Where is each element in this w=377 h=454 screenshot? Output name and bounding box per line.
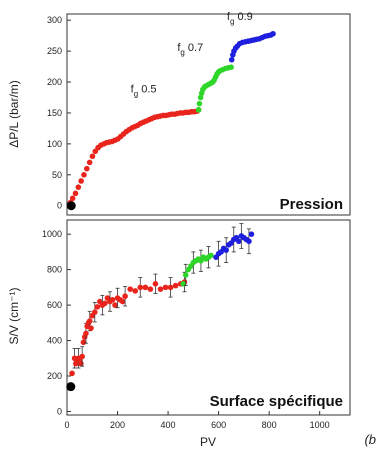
data-point	[196, 100, 203, 107]
data-point	[88, 325, 94, 331]
data-point	[83, 330, 89, 337]
data-point	[112, 302, 118, 308]
data-point	[142, 284, 149, 291]
data-point	[102, 300, 108, 307]
data-point	[66, 201, 76, 211]
surface-y-label: S/V (cm⁻¹)	[7, 288, 21, 345]
y-tick-label: 200	[47, 77, 62, 87]
data-point	[94, 304, 101, 310]
surface-y-ticks: 0 200 400 600 800 1000	[42, 229, 71, 416]
pressure-y-ticks: 0 50 100 150 200 250 300	[47, 15, 71, 211]
data-point	[78, 360, 84, 367]
data-point	[197, 94, 204, 101]
y-tick-label: 0	[57, 406, 62, 416]
annotation-label: fg 0.7	[177, 42, 203, 57]
surface-title: Surface spécifique	[210, 393, 343, 410]
data-point	[109, 296, 116, 303]
y-tick-label: 250	[47, 46, 62, 56]
y-tick-label: 1000	[42, 229, 62, 239]
data-point	[137, 284, 144, 291]
x-tick-label: 200	[110, 420, 125, 430]
data-point	[84, 165, 90, 172]
data-point	[248, 231, 255, 237]
data-point	[157, 286, 164, 292]
y-tick-label: 400	[47, 336, 62, 346]
data-point	[228, 64, 234, 70]
y-tick-label: 300	[47, 15, 62, 25]
y-tick-label: 50	[52, 170, 62, 180]
y-tick-label: 150	[47, 108, 62, 118]
data-point	[80, 339, 87, 346]
x-tick-label: 800	[262, 420, 277, 430]
y-tick-label: 200	[47, 371, 62, 381]
data-point	[72, 190, 79, 197]
data-point	[79, 353, 85, 360]
data-point	[228, 56, 235, 63]
pressure-annotations: fg 0.5 fg 0.7 fg 0.9	[131, 11, 253, 98]
data-point	[152, 281, 159, 287]
y-tick-label: 100	[47, 139, 62, 149]
surface-x-ticks: 0 200 400 600 800 1000	[64, 411, 330, 430]
data-point	[236, 238, 242, 245]
data-point	[86, 159, 93, 166]
data-point	[89, 153, 96, 160]
pressure-y-label: ΔP/L (bar/m)	[7, 80, 21, 148]
data-point	[127, 286, 133, 292]
data-point	[270, 30, 276, 37]
data-point	[208, 252, 214, 259]
data-point	[75, 184, 82, 190]
y-tick-label: 800	[47, 265, 62, 275]
surface-x-label: PV	[200, 435, 216, 449]
annotation-label: fg 0.9	[227, 11, 253, 26]
data-point	[119, 298, 126, 305]
data-point	[132, 288, 139, 294]
data-point	[167, 284, 174, 291]
data-point	[246, 238, 252, 245]
data-point	[223, 247, 229, 253]
data-point	[69, 370, 75, 377]
y-tick-label: 600	[47, 300, 62, 310]
data-point	[147, 286, 154, 292]
data-point	[122, 293, 128, 300]
annotation-label: fg 0.5	[131, 84, 157, 99]
surface-plot-frame	[66, 219, 351, 416]
data-point	[69, 195, 76, 202]
pressure-marks	[66, 30, 276, 211]
data-point	[162, 284, 169, 291]
pressure-title: Pression	[280, 196, 343, 213]
data-point	[91, 309, 98, 315]
x-tick-label: 400	[161, 420, 176, 430]
data-point	[78, 178, 84, 184]
panel-tag: (b	[364, 432, 376, 447]
data-point	[66, 382, 76, 392]
data-point	[81, 172, 87, 178]
pressure-plot-frame	[66, 13, 351, 216]
x-tick-label: 600	[211, 420, 226, 430]
surface-marks	[66, 223, 255, 392]
data-point	[195, 107, 202, 113]
data-point	[86, 318, 93, 324]
data-point	[182, 272, 189, 278]
y-tick-label: 0	[57, 201, 62, 211]
x-tick-label: 0	[64, 420, 69, 430]
x-tick-label: 1000	[310, 420, 330, 430]
data-point	[172, 282, 179, 289]
